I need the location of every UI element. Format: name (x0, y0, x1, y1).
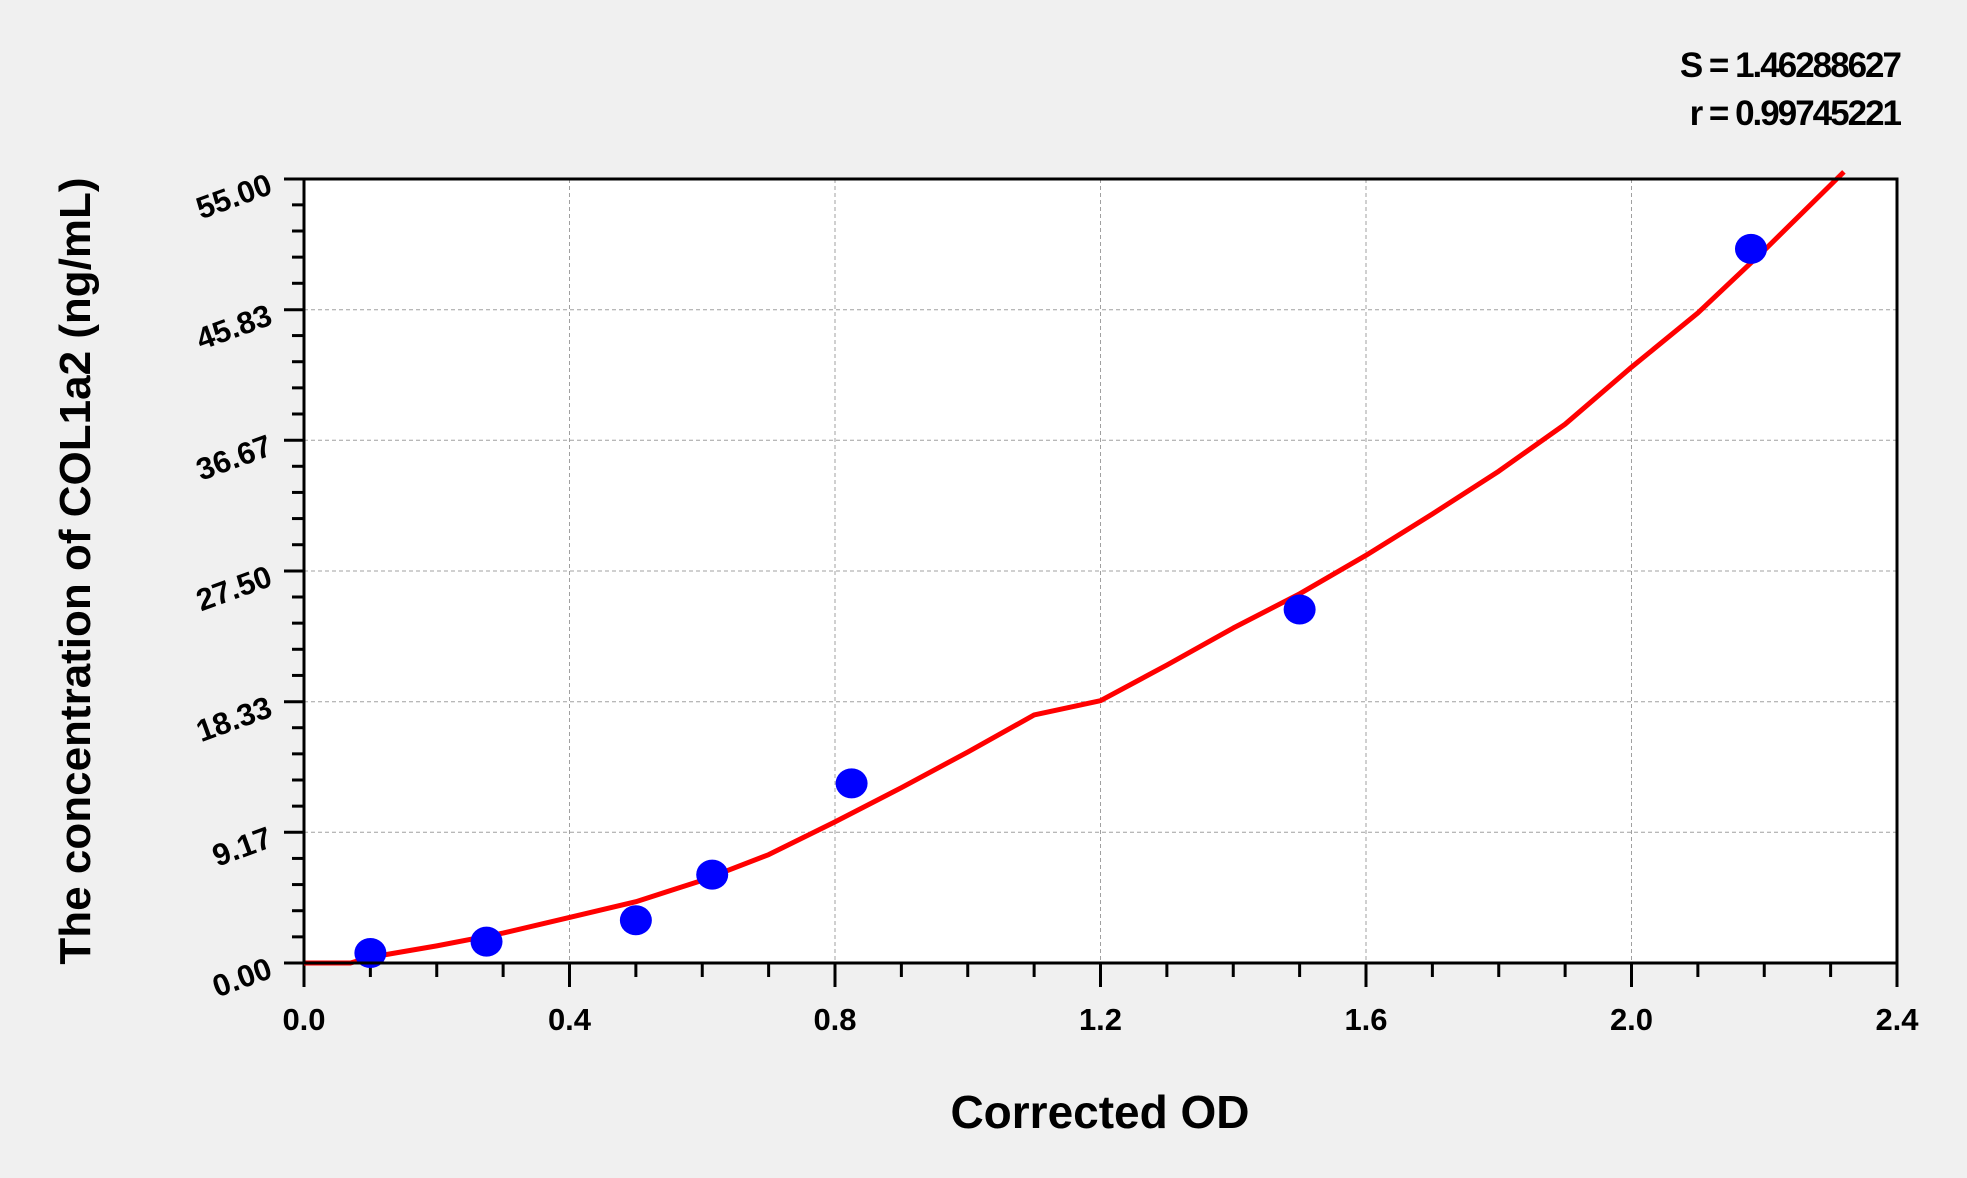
y-tick-labels: 0.00 9.17 18.33 27.50 36.67 45.83 55.00 (192, 167, 277, 1005)
r-annotation: r = 0.99745221 (1690, 94, 1902, 133)
data-point (835, 768, 868, 799)
data-point (1283, 594, 1316, 625)
data-point (1734, 233, 1767, 264)
gridlines (304, 179, 1897, 963)
y-tick-label: 9.17 (208, 820, 277, 874)
x-tick-label: 0.0 (282, 1002, 325, 1037)
s-annotation: S = 1.46288627 (1680, 46, 1901, 85)
y-axis-label: The concentration of COL1a2 (ng/mL) (51, 177, 100, 964)
fit-curve (304, 170, 1846, 966)
y-tick-label: 18.33 (192, 689, 277, 748)
data-point (696, 859, 729, 890)
plot-frame (302, 177, 1899, 965)
x-tick-label: 0.4 (548, 1002, 592, 1037)
x-tick-label: 1.6 (1344, 1002, 1387, 1037)
data-points (354, 233, 1767, 969)
x-tick-label: 1.2 (1079, 1002, 1122, 1037)
x-tick-labels: 0.0 0.4 0.8 1.2 1.6 2.0 2.4 (282, 1002, 1919, 1037)
y-tick-label: 36.67 (192, 428, 277, 487)
x-tick-label: 2.4 (1875, 1002, 1919, 1037)
y-tick-label: 55.00 (192, 167, 277, 226)
data-point (470, 926, 503, 957)
data-point (619, 905, 652, 936)
axis-ticks (284, 177, 1899, 987)
x-tick-label: 2.0 (1610, 1002, 1653, 1037)
y-tick-label: 45.83 (192, 297, 277, 356)
x-tick-label: 0.8 (813, 1002, 856, 1037)
y-tick-label: 27.50 (192, 559, 277, 618)
y-tick-label: 0.00 (208, 951, 277, 1005)
data-point (354, 938, 387, 969)
x-axis-label: Corrected OD (950, 1086, 1249, 1138)
